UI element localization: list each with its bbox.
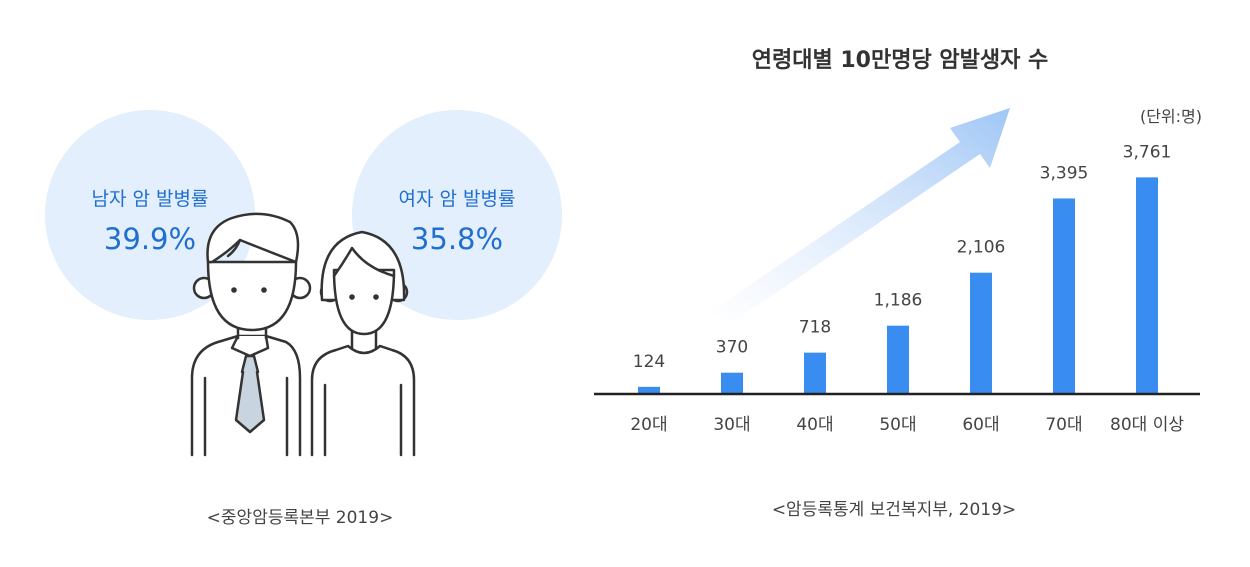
- male-rate-label: 남자 암 발병률: [91, 188, 209, 210]
- value-label-1: 370: [716, 338, 748, 358]
- value-label-4: 2,106: [957, 238, 1006, 258]
- category-label-0: 20대: [630, 415, 667, 435]
- bar-4: [970, 272, 992, 394]
- left-source-note: <중앙암등록본부 2019>: [206, 508, 394, 528]
- chart-source-note: <암등록통계 보건복지부, 2019>: [771, 500, 1017, 520]
- chart-title: 연령대별 10만명당 암발생자 수: [751, 48, 1049, 73]
- trend-arrow: [710, 108, 1010, 324]
- people-illustration: [190, 212, 416, 457]
- category-label-4: 60대: [962, 415, 999, 435]
- value-label-2: 718: [799, 318, 831, 338]
- bar-5: [1053, 198, 1075, 394]
- female-rate-value: 35.8%: [410, 222, 504, 256]
- male-rate-value: 39.9%: [103, 222, 197, 256]
- value-label-3: 1,186: [874, 291, 923, 311]
- man-figure: [190, 212, 312, 457]
- category-label-1: 30대: [713, 415, 750, 435]
- category-label-6: 80대 이상: [1110, 415, 1184, 435]
- category-label-3: 50대: [879, 415, 916, 435]
- bar-chart: 124 20대 370 30대 718 40대 1,186 50대 2,106 60대 3,395 7…: [594, 108, 1200, 435]
- bar-1: [721, 372, 743, 394]
- value-label-5: 3,395: [1040, 163, 1089, 183]
- bar-2: [804, 352, 826, 394]
- bar-6: [1136, 177, 1158, 394]
- unit-label: (단위:명): [1139, 107, 1202, 126]
- category-label-5: 70대: [1045, 415, 1082, 435]
- woman-figure: [310, 230, 416, 457]
- value-label-0: 124: [633, 352, 665, 372]
- category-label-2: 40대: [796, 415, 833, 435]
- bar-0: [638, 386, 660, 394]
- value-label-6: 3,761: [1123, 142, 1172, 162]
- bar-3: [887, 325, 909, 394]
- cancer-incidence-by-sex: 남자 암 발병률 39.9% 여자 암 발병률 35.8%: [0, 0, 600, 567]
- female-rate-label: 여자 암 발병률: [398, 188, 516, 210]
